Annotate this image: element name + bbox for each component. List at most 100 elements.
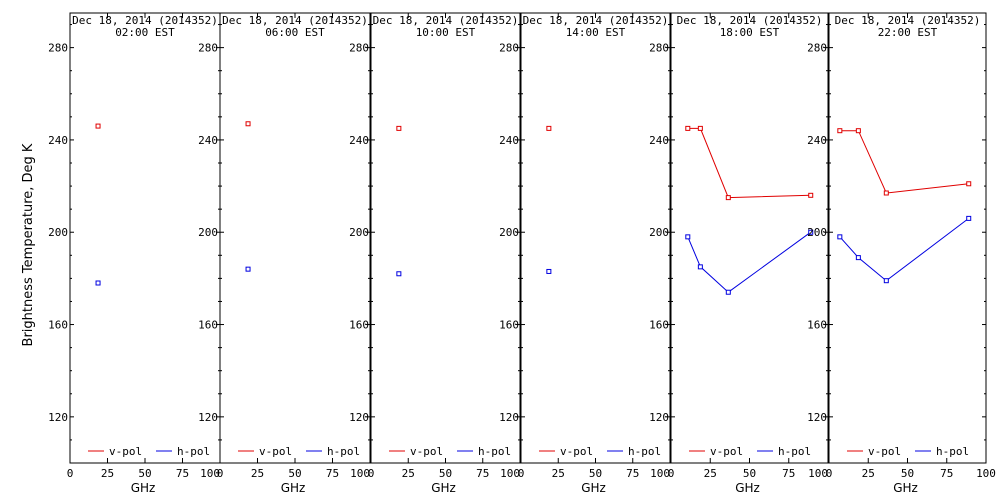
y-tick-label: 280 — [499, 42, 519, 55]
series-line-h-pol — [839, 218, 970, 282]
data-point-v-pol — [697, 125, 703, 131]
panel-title: Dec 18, 2014 (2014352) — [523, 14, 669, 27]
x-tick-label: 100 — [650, 467, 670, 480]
data-point-v-pol — [396, 125, 402, 131]
data-point-v-pol — [725, 195, 731, 201]
y-tick-label: 240 — [499, 134, 519, 147]
y-tick-label: 200 — [649, 226, 669, 239]
x-axis-label: GHz — [581, 481, 606, 495]
panel-subtitle: 22:00 EST — [878, 26, 938, 39]
x-tick-label: 75 — [476, 467, 489, 480]
series-line-v-pol — [687, 127, 811, 199]
legend-label-h-pol: h-pol — [778, 445, 811, 458]
panel-subtitle: 10:00 EST — [416, 26, 476, 39]
panel-5: Dec 18, 2014 (2014352)18:00 EST 120 160 200… — [649, 12, 829, 495]
x-tick-label: 100 — [200, 467, 220, 480]
legend-label-v-pol: v-pol — [868, 445, 901, 458]
x-axis-label: GHz — [131, 481, 156, 495]
x-tick-label: 0 — [668, 467, 675, 480]
panel-2: Dec 18, 2014 (2014352)06:00 EST 120 160 200… — [198, 12, 371, 495]
x-tick-label: 25 — [402, 467, 415, 480]
x-tick-label: 25 — [704, 467, 717, 480]
x-tick-label: 75 — [782, 467, 795, 480]
y-tick-label: 280 — [649, 42, 669, 55]
y-tick-label: 240 — [48, 134, 68, 147]
y-tick-label: 240 — [649, 134, 669, 147]
y-tick-label: 160 — [499, 319, 519, 332]
y-tick-label: 200 — [48, 226, 68, 239]
x-axis-label: GHz — [893, 481, 918, 495]
legend-label-h-pol: h-pol — [936, 445, 969, 458]
x-tick-label: 0 — [826, 467, 833, 480]
y-tick-label: 240 — [349, 134, 369, 147]
x-tick-label: 100 — [350, 467, 370, 480]
data-point-h-pol — [245, 266, 251, 272]
x-axis-label: GHz — [431, 481, 456, 495]
data-point-h-pol — [808, 229, 814, 235]
legend-label-v-pol: v-pol — [410, 445, 443, 458]
y-tick-label: 280 — [198, 42, 218, 55]
y-tick-label: 120 — [807, 411, 827, 424]
legend-label-v-pol: v-pol — [109, 445, 142, 458]
series-line-h-pol — [687, 231, 811, 293]
panel-subtitle: 02:00 EST — [115, 26, 175, 39]
x-tick-label: 75 — [940, 467, 953, 480]
y-tick-label: 240 — [807, 134, 827, 147]
y-tick-label: 200 — [349, 226, 369, 239]
x-tick-label: 50 — [138, 467, 151, 480]
x-tick-label: 100 — [976, 467, 996, 480]
panel-1: Dec 18, 2014 (2014352)02:00 EST 120 160 200… — [48, 12, 221, 495]
y-tick-label: 120 — [349, 411, 369, 424]
panel-title: Dec 18, 2014 (2014352) — [222, 14, 368, 27]
panel-subtitle: 18:00 EST — [720, 26, 780, 39]
data-point-h-pol — [725, 289, 731, 295]
x-tick-label: 0 — [368, 467, 375, 480]
panel-3: Dec 18, 2014 (2014352)10:00 EST 120 160 200… — [349, 12, 521, 495]
data-point-v-pol — [95, 123, 101, 129]
legend-label-h-pol: h-pol — [327, 445, 360, 458]
y-tick-label: 120 — [48, 411, 68, 424]
panel-title: Dec 18, 2014 (2014352) — [677, 14, 823, 27]
data-point-v-pol — [546, 125, 552, 131]
x-tick-label: 75 — [626, 467, 639, 480]
x-axis-label: GHz — [735, 481, 760, 495]
data-point-h-pol — [546, 268, 552, 274]
x-tick-label: 0 — [217, 467, 224, 480]
x-tick-label: 50 — [743, 467, 756, 480]
y-tick-label: 280 — [807, 42, 827, 55]
y-tick-label: 280 — [349, 42, 369, 55]
y-axis-label: Brightness Temperature, Deg K — [21, 143, 36, 346]
legend-label-h-pol: h-pol — [177, 445, 210, 458]
x-tick-label: 0 — [67, 467, 74, 480]
data-point-v-pol — [855, 128, 861, 134]
panel-subtitle: 06:00 EST — [265, 26, 325, 39]
data-point-h-pol — [685, 234, 691, 240]
legend-label-v-pol: v-pol — [710, 445, 743, 458]
x-tick-label: 25 — [862, 467, 875, 480]
data-point-h-pol — [837, 234, 843, 240]
y-tick-label: 240 — [198, 134, 218, 147]
data-point-v-pol — [883, 190, 889, 196]
panel-title: Dec 18, 2014 (2014352) — [373, 14, 519, 27]
y-tick-label: 280 — [48, 42, 68, 55]
y-tick-label: 160 — [48, 319, 68, 332]
y-tick-label: 200 — [198, 226, 218, 239]
y-tick-label: 120 — [499, 411, 519, 424]
series-line-v-pol — [839, 130, 969, 194]
data-point-v-pol — [837, 128, 843, 134]
x-tick-label: 25 — [552, 467, 565, 480]
data-point-h-pol — [697, 264, 703, 270]
x-tick-label: 100 — [808, 467, 828, 480]
panel-title: Dec 18, 2014 (2014352) — [72, 14, 218, 27]
x-tick-label: 0 — [518, 467, 525, 480]
data-point-h-pol — [95, 280, 101, 286]
x-tick-label: 50 — [439, 467, 452, 480]
panel-subtitle: 14:00 EST — [566, 26, 626, 39]
data-point-v-pol — [808, 192, 814, 198]
y-tick-label: 120 — [649, 411, 669, 424]
panel-6: Dec 18, 2014 (2014352)22:00 EST 120 160 200… — [807, 12, 996, 495]
y-tick-label: 160 — [198, 319, 218, 332]
x-tick-label: 50 — [901, 467, 914, 480]
